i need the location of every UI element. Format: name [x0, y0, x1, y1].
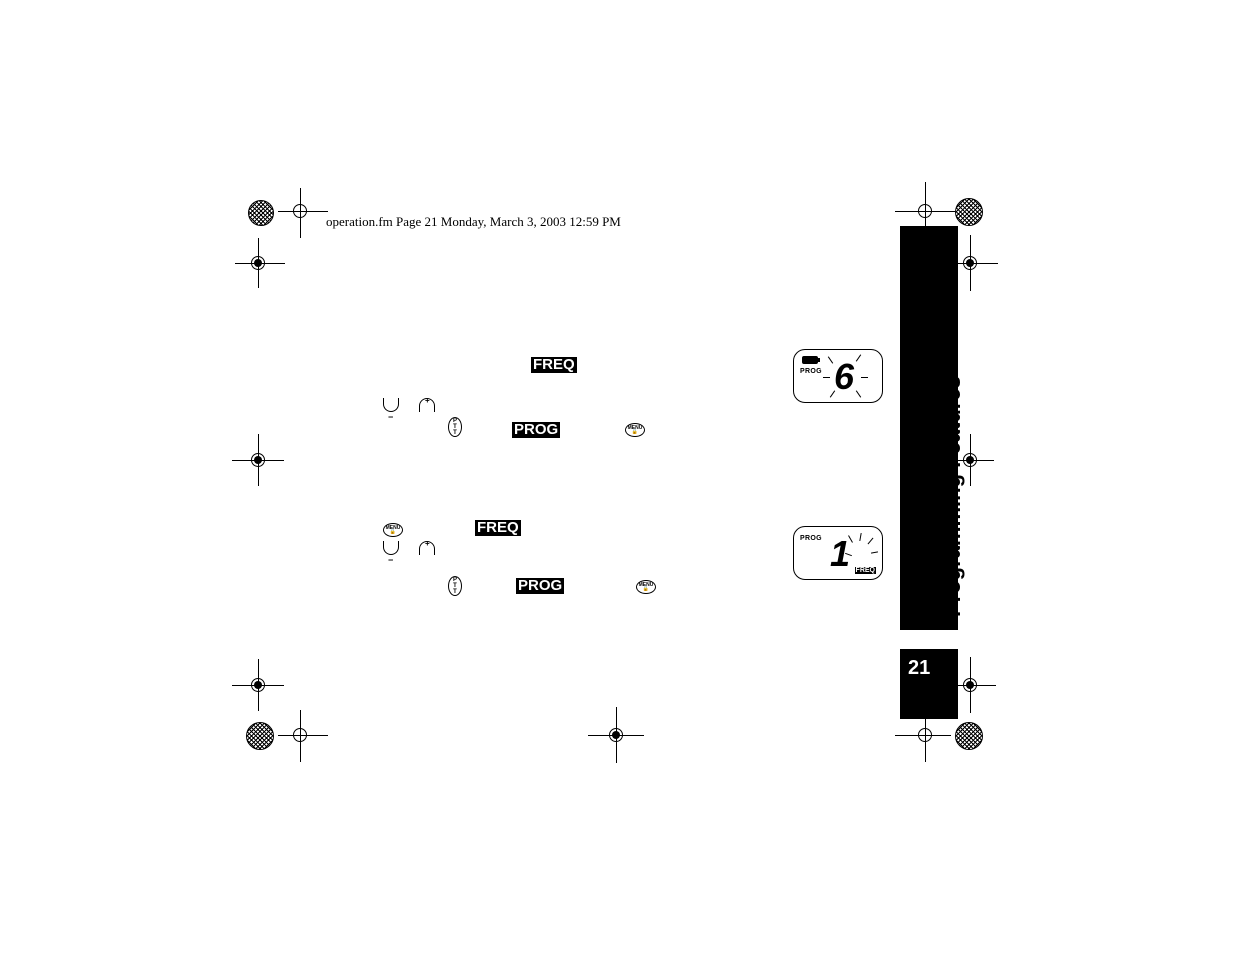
label-freq-1: FREQ	[531, 357, 577, 373]
ptt-label: P T T	[453, 577, 457, 595]
display-prog-label: PROG	[800, 535, 822, 542]
flash-mark	[868, 538, 874, 545]
registration-fill	[254, 681, 262, 689]
registration-fill	[254, 259, 262, 267]
minus-sign: −	[388, 555, 393, 565]
label-prog-1: PROG	[512, 422, 560, 438]
label-freq-2: FREQ	[475, 520, 521, 536]
flash-mark	[856, 390, 861, 397]
minus-button-icon	[383, 541, 399, 555]
plus-sign: +	[425, 539, 430, 548]
registration-ring	[293, 728, 307, 742]
lock-icon: 🔒	[390, 530, 396, 535]
flash-mark	[859, 533, 861, 541]
ptt-button-icon: P T T	[448, 417, 462, 437]
registration-hatched-circle	[955, 198, 983, 226]
registration-hatched-circle	[246, 722, 274, 750]
registration-ring	[293, 204, 307, 218]
page-header-text: operation.fm Page 21 Monday, March 3, 20…	[326, 214, 621, 230]
display-digit-6: 6	[834, 356, 854, 398]
menu-button-icon: MENU 🔒	[625, 423, 645, 437]
sidebar-title: Programming Features	[940, 376, 966, 617]
minus-sign: −	[388, 412, 393, 422]
registration-hatched-circle	[955, 722, 983, 750]
flash-mark	[871, 551, 878, 553]
menu-button-icon: MENU 🔒	[383, 523, 403, 537]
lock-icon: 🔒	[643, 587, 649, 592]
label-prog-2: PROG	[516, 578, 564, 594]
ptt-label: P T T	[453, 418, 457, 436]
minus-button-icon	[383, 398, 399, 412]
registration-ring	[918, 728, 932, 742]
flash-mark	[856, 354, 861, 361]
registration-fill	[966, 456, 974, 464]
registration-fill	[254, 456, 262, 464]
ptt-button-icon: P T T	[448, 576, 462, 596]
display-prog-label: PROG	[800, 368, 822, 375]
page-number: 21	[908, 657, 930, 680]
menu-button-icon: MENU 🔒	[636, 580, 656, 594]
registration-fill	[966, 681, 974, 689]
registration-fill	[612, 731, 620, 739]
battery-icon	[802, 356, 818, 364]
registration-fill	[966, 259, 974, 267]
plus-sign: +	[425, 396, 430, 405]
flash-mark	[861, 377, 868, 378]
display-freq-label: FREQ	[855, 567, 876, 574]
flash-mark	[828, 356, 833, 363]
lcd-display-2: PROG 1 FREQ	[793, 526, 883, 580]
flash-mark	[823, 377, 830, 378]
lock-icon: 🔒	[632, 430, 638, 435]
lcd-display-1: PROG 6	[793, 349, 883, 403]
registration-ring	[918, 204, 932, 218]
registration-hatched-circle	[248, 200, 274, 226]
